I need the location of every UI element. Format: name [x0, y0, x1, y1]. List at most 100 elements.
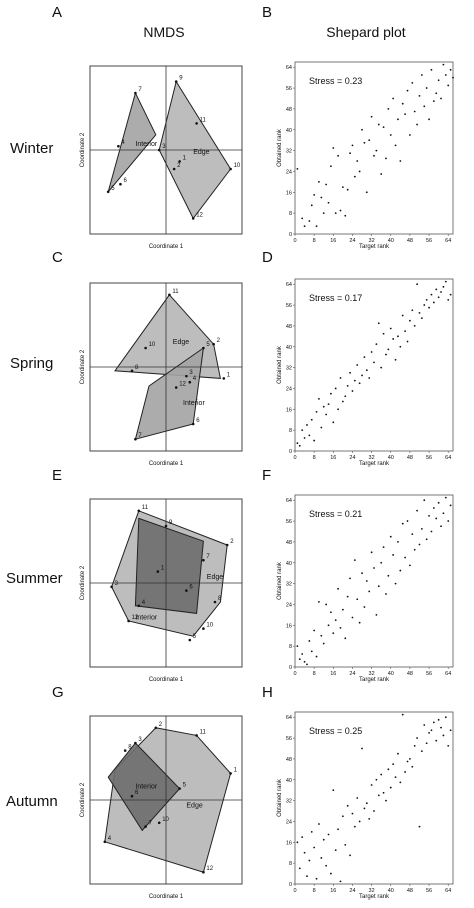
site-label: 7	[206, 554, 210, 560]
shepard-point	[361, 128, 363, 131]
shepard-frame	[294, 494, 454, 668]
shepard-point	[444, 496, 447, 499]
shepard-point	[389, 134, 392, 136]
site-point	[188, 638, 192, 642]
shepard-point	[356, 364, 359, 366]
shepard-point	[296, 645, 299, 648]
x-tick-label: 24	[349, 238, 355, 244]
panel-letter-f: F	[262, 467, 272, 484]
y-tick-label: 56	[286, 736, 292, 742]
nmds-x-axis-label: Coordinate 1	[149, 894, 184, 900]
shepard-point	[327, 833, 330, 836]
shepard-point	[327, 624, 330, 627]
shepard-point	[401, 314, 404, 317]
shepard-point	[370, 551, 373, 554]
shepard-point	[334, 212, 337, 215]
shepard-point	[420, 527, 423, 530]
shepard-point	[428, 306, 430, 309]
shepard-point	[449, 293, 452, 296]
y-tick-label: 40	[286, 561, 292, 567]
shepard-point	[389, 327, 392, 330]
site-point	[130, 369, 134, 373]
site-point	[127, 619, 130, 623]
shepard-point	[404, 330, 407, 333]
site-label: 11	[142, 505, 149, 511]
shepard-point	[399, 345, 402, 348]
shepard-point	[334, 387, 337, 390]
shepard-x-axis-label: Target rank	[359, 894, 390, 900]
y-tick-label: 16	[286, 407, 292, 413]
site-label: 12	[179, 382, 186, 388]
shepard-point	[361, 572, 363, 575]
interior-group-label: Interior	[135, 141, 157, 148]
shepard-point	[375, 343, 378, 346]
panel-letter-a: A	[52, 4, 63, 21]
shepard-point	[437, 296, 440, 299]
shepard-point	[368, 377, 371, 379]
site-label: 1	[161, 566, 165, 572]
shepard-point	[409, 319, 411, 322]
shepard-point	[337, 154, 339, 157]
shepard-point	[363, 807, 366, 810]
site-label: 9	[179, 76, 183, 82]
y-tick-label: 64	[286, 498, 292, 504]
shepard-point	[308, 859, 311, 862]
shepard-point	[394, 776, 397, 779]
shepard-point	[377, 322, 380, 325]
shepard-point	[428, 514, 430, 517]
nmds-x-axis-label: Coordinate 1	[149, 461, 184, 467]
site-label: 5	[183, 783, 187, 789]
shepard-point	[322, 405, 325, 408]
shepard-point	[416, 283, 418, 286]
season-label-autumn: Autumn	[6, 793, 58, 810]
x-tick-label: 56	[426, 888, 432, 894]
shepard-point	[409, 134, 411, 136]
shepard-point	[430, 530, 433, 533]
shepard-point	[444, 716, 447, 719]
shepard-point	[306, 663, 308, 666]
shepard-point	[449, 68, 452, 71]
shepard-point	[349, 152, 351, 155]
site-point	[202, 627, 205, 630]
shepard-point	[315, 225, 318, 228]
shepard-point	[401, 522, 404, 525]
site-label: 6	[123, 178, 127, 184]
shepard-point	[318, 397, 320, 400]
site-label: 5	[111, 186, 115, 192]
shepard-point	[368, 817, 371, 820]
shepard-point	[416, 737, 418, 739]
nmds-plot-winter: 7 4 6 5 9 11 3 12 10 12 Edge Interior Coordinate 1 Co…	[80, 65, 243, 250]
site-point	[168, 293, 171, 297]
nmds-plot-spring: 11 2 1 10 8 12 5 34 6 7 Edge Interior Coordinate 1 Co…	[80, 282, 243, 467]
shepard-point	[401, 102, 404, 105]
site-label: 4	[142, 600, 146, 606]
shepard-point	[330, 165, 332, 168]
site-label: 5	[206, 342, 210, 348]
shepard-point	[392, 763, 395, 766]
site-label: 8	[128, 745, 132, 751]
y-tick-label: 56	[286, 86, 292, 92]
nmds-column-header: NMDS	[143, 24, 185, 40]
shepard-x-axis-label: Target rank	[359, 677, 390, 683]
shepard-point	[349, 854, 351, 857]
site-point	[212, 342, 215, 346]
shepard-point	[339, 209, 342, 212]
shepard-plot-winter: 00 8 8 16 16 24 24 32 32 40 40 48 48 56 56 64 64 Stress =…	[277, 61, 454, 250]
shepard-point	[432, 301, 435, 304]
shepard-point	[428, 118, 430, 121]
shepard-point	[423, 105, 426, 108]
y-tick-label: 48	[286, 107, 292, 113]
shepard-point	[344, 637, 347, 640]
shepard-point	[375, 613, 378, 616]
shepard-point	[387, 108, 390, 110]
shepard-point	[365, 369, 368, 372]
site-label: 3	[189, 370, 193, 376]
shepard-point	[349, 577, 351, 580]
x-tick-label: 64	[445, 455, 451, 461]
nmds-y-axis-label: Coordinate 2	[80, 565, 86, 600]
shepard-point	[298, 867, 301, 870]
shepard-point	[310, 650, 313, 653]
shepard-point	[418, 94, 421, 97]
shepard-point	[423, 499, 426, 502]
site-point	[110, 585, 113, 589]
